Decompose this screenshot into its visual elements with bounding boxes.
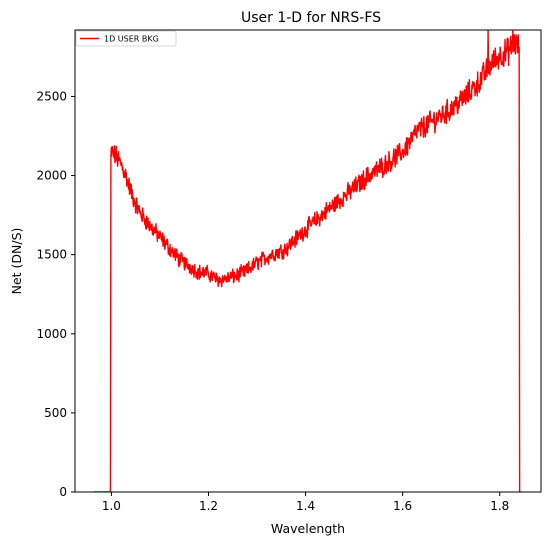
x-tick-label: 1.4	[296, 499, 315, 513]
plot-area	[75, 30, 541, 492]
y-tick-label: 500	[44, 406, 67, 420]
y-tick-label: 2000	[36, 169, 67, 183]
series-line-1d-user-bkg	[94, 30, 522, 492]
legend-box	[75, 30, 177, 47]
x-tick-label: 1.2	[199, 499, 218, 513]
x-axis-label: Wavelength	[271, 521, 345, 536]
chart-title: User 1-D for NRS-FS	[241, 10, 381, 26]
legend-label-1d-user-bkg: 1D USER BKG	[104, 35, 159, 44]
x-tick-label: 1.0	[102, 499, 121, 513]
x-tick-label: 1.8	[490, 499, 509, 513]
axes-border	[74, 29, 542, 493]
y-tick-label: 1500	[36, 248, 67, 262]
axes-frame	[75, 30, 541, 492]
y-axis-ticks: 0 500 1000 1500 2000 2500	[36, 89, 75, 499]
legend: 1D USER BKG	[75, 30, 177, 47]
plot-content	[94, 30, 522, 492]
x-tick-label: 1.6	[393, 499, 412, 513]
y-tick-label: 2500	[36, 89, 67, 103]
y-axis-label: Net (DN/S)	[9, 228, 24, 295]
x-axis-ticks: 1.0 1.2 1.4 1.6 1.8	[102, 492, 509, 513]
y-tick-label: 0	[59, 485, 67, 499]
y-tick-label: 1000	[36, 327, 67, 341]
